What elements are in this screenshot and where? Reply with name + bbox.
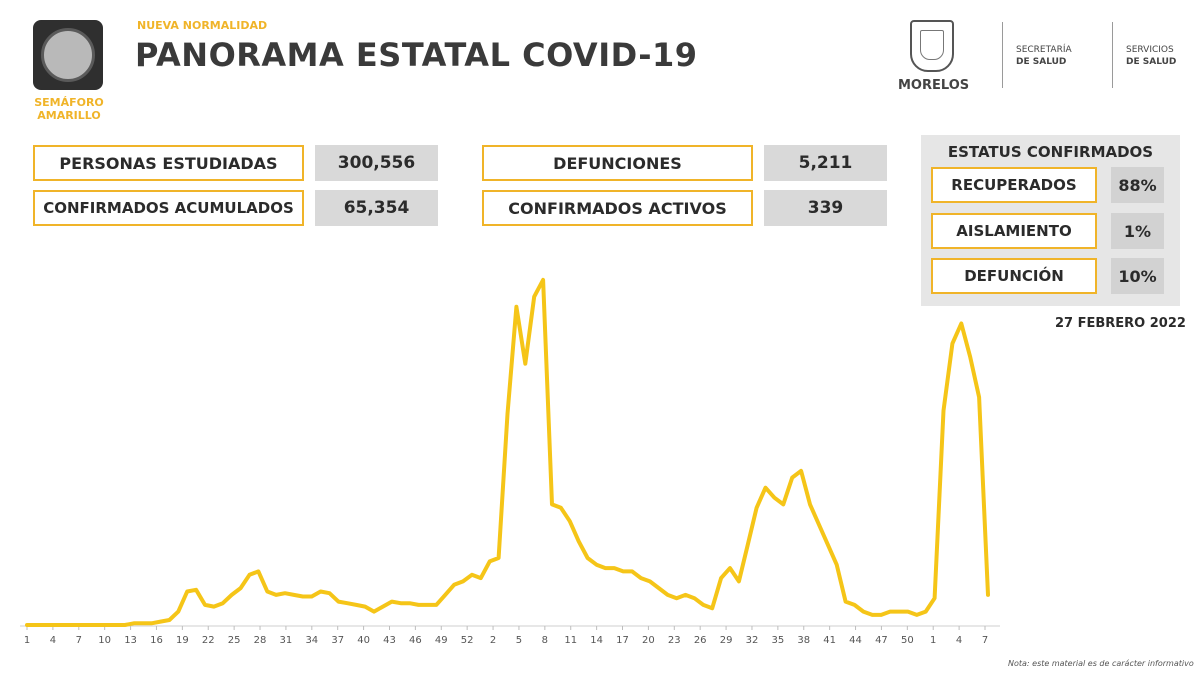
x-tick-label: 25 [228,635,241,646]
divider [1112,22,1113,88]
x-tick-label: 8 [542,635,548,646]
x-tick-label: 17 [616,635,629,646]
x-tick-label: 34 [305,635,318,646]
org-secretaria: SECRETARÍA DE SALUD [1016,44,1072,68]
x-tick-label: 16 [150,635,163,646]
disclaimer-note: Nota: este material es de carácter infor… [1008,659,1194,668]
acumulados-value: 65,354 [315,190,438,226]
kicker: NUEVA NORMALIDAD [137,19,268,32]
series-line [25,277,990,627]
x-tick-label: 40 [357,635,370,646]
x-tick-label: 10 [98,635,111,646]
report-date: 27 FEBRERO 2022 [1055,316,1186,331]
status-panel: ESTATUS CONFIRMADOS RECUPERADOS 88% AISL… [921,135,1180,306]
x-tick-label: 28 [254,635,267,646]
x-tick-label: 31 [280,635,293,646]
x-tick-label: 52 [461,635,474,646]
org2-line1: SERVICIOS [1126,45,1174,55]
x-tick-label: 47 [875,635,888,646]
x-tick-label: 13 [124,635,137,646]
org1-line2: DE SALUD [1016,57,1067,67]
acumulados-label: CONFIRMADOS ACUMULADOS [33,190,304,226]
status-defuncion-value: 10% [1111,258,1164,294]
org1-line1: SECRETARÍA [1016,45,1072,55]
estudiadas-value: 300,556 [315,145,438,181]
status-aislamiento-value: 1% [1111,213,1164,249]
status-defuncion-label: DEFUNCIÓN [931,258,1097,294]
state-name: MORELOS [898,78,970,93]
x-tick-label: 44 [849,635,862,646]
x-tick-label: 4 [50,635,56,646]
x-tick-label: 4 [956,635,962,646]
page-title: PANORAMA ESTATAL COVID-19 [135,36,698,74]
x-tick-label: 43 [383,635,396,646]
activos-label: CONFIRMADOS ACTIVOS [482,190,753,226]
defunciones-value: 5,211 [764,145,887,181]
x-tick-label: 5 [516,635,522,646]
activos-value: 339 [764,190,887,226]
cases-line-chart: 1 4 7 10 13 16 19 22 25 28 31 34 37 40 43 46 49 52 2 5 8 11 14… [20,277,1000,646]
x-tick-label: 46 [409,635,422,646]
x-tick-label: 41 [823,635,836,646]
status-aislamiento-label: AISLAMIENTO [931,213,1097,249]
x-tick-label: 49 [435,635,448,646]
defunciones-label: DEFUNCIONES [482,145,753,181]
x-tick-label: 7 [982,635,988,646]
divider [1002,22,1003,88]
semaforo-label: SEMÁFORO AMARILLO [25,96,113,122]
x-tick-label: 1 [930,635,936,646]
status-recuperados-label: RECUPERADOS [931,167,1097,203]
x-tick-label: 20 [642,635,655,646]
status-title: ESTATUS CONFIRMADOS [947,143,1154,161]
x-tick-label: 19 [176,635,189,646]
x-tick-label: 26 [694,635,707,646]
x-tick-label: 35 [771,635,784,646]
x-tick-label: 38 [797,635,810,646]
estudiadas-label: PERSONAS ESTUDIADAS [33,145,304,181]
x-tick-label: 2 [490,635,496,646]
x-tick-label: 22 [202,635,215,646]
org-servicios: SERVICIOS DE SALUD [1126,44,1176,68]
x-tick-label: 1 [24,635,30,646]
x-tick-label: 32 [746,635,759,646]
org2-line2: DE SALUD [1126,57,1177,67]
x-tick-label: 50 [901,635,914,646]
x-tick-label: 7 [76,635,82,646]
x-tick-label: 11 [564,635,577,646]
x-tick-label: 14 [590,635,603,646]
status-recuperados-value: 88% [1111,167,1164,203]
x-tick-label: 23 [668,635,681,646]
semaforo-icon [33,20,103,90]
semaforo-line1: SEMÁFORO [34,96,104,109]
state-seal-icon [910,20,954,72]
semaforo-line2: AMARILLO [37,109,101,122]
x-tick-label: 37 [331,635,344,646]
x-tick-label: 29 [720,635,733,646]
